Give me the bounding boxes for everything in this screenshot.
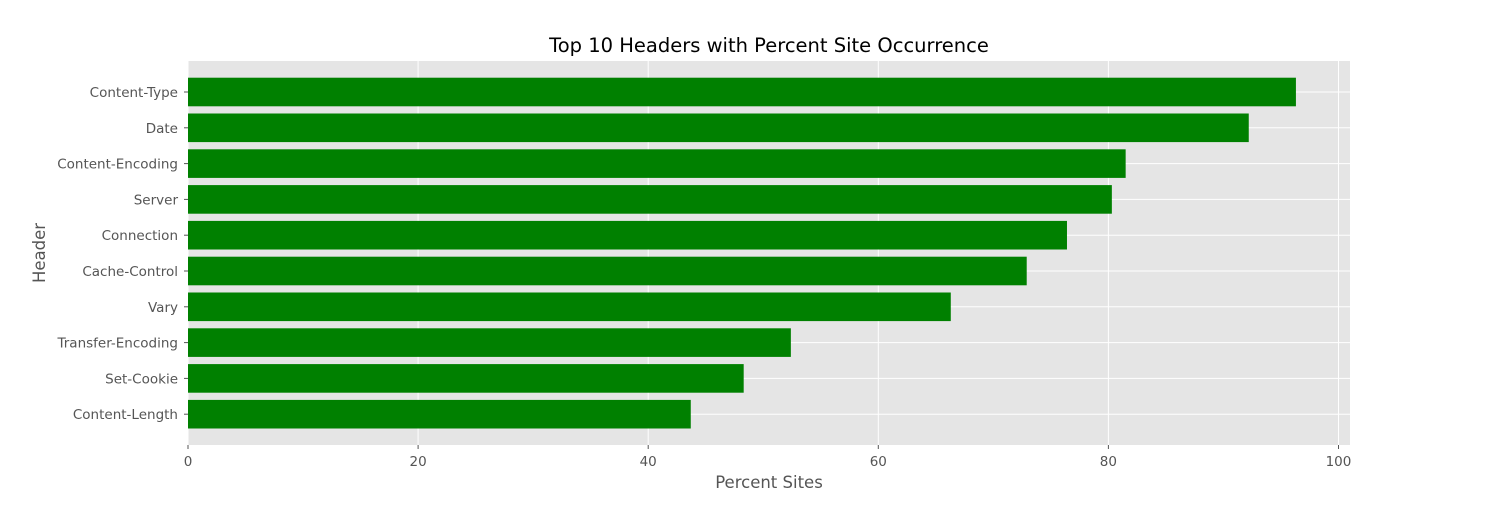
bar-connection xyxy=(188,220,1067,250)
y-tick-label: Set-Cookie xyxy=(105,371,178,387)
y-tick-label: Cache-Control xyxy=(82,264,178,280)
y-tick-label: Server xyxy=(134,192,179,208)
bar-content-length xyxy=(188,399,691,429)
bar-server xyxy=(188,185,1112,214)
bar-content-encoding xyxy=(188,149,1126,178)
x-tick-label: 40 xyxy=(640,454,657,470)
x-axis-label: Percent Sites xyxy=(715,473,823,492)
chart-title: Top 10 Headers with Percent Site Occurre… xyxy=(548,34,989,57)
bar-vary xyxy=(188,292,951,322)
bar-cache-control xyxy=(188,256,1027,286)
y-tick-label: Connection xyxy=(102,228,178,244)
y-axis-ticks: Content-Type Date Content-Encoding Server Co… xyxy=(56,85,188,423)
y-tick-label: Content-Encoding xyxy=(57,157,178,173)
bar-date xyxy=(188,113,1249,143)
bar-transfer-encoding xyxy=(188,328,791,357)
bar-set-cookie xyxy=(188,364,744,393)
y-tick-label: Transfer-Encoding xyxy=(56,336,178,352)
y-axis-label: Header xyxy=(30,223,49,283)
x-tick-label: 60 xyxy=(870,454,887,470)
y-tick-label: Content-Type xyxy=(90,85,178,101)
y-tick-label: Content-Length xyxy=(73,407,178,423)
bars xyxy=(188,77,1296,429)
x-tick-label: 0 xyxy=(184,454,193,470)
bar-content-type xyxy=(188,77,1296,107)
y-tick-label: Date xyxy=(146,121,178,137)
x-tick-label: 80 xyxy=(1100,454,1117,470)
x-tick-label: 100 xyxy=(1326,454,1352,470)
y-tick-label: Vary xyxy=(148,300,178,316)
x-axis-ticks: 0 20 40 60 80 100 xyxy=(184,445,1352,470)
x-tick-label: 20 xyxy=(410,454,427,470)
